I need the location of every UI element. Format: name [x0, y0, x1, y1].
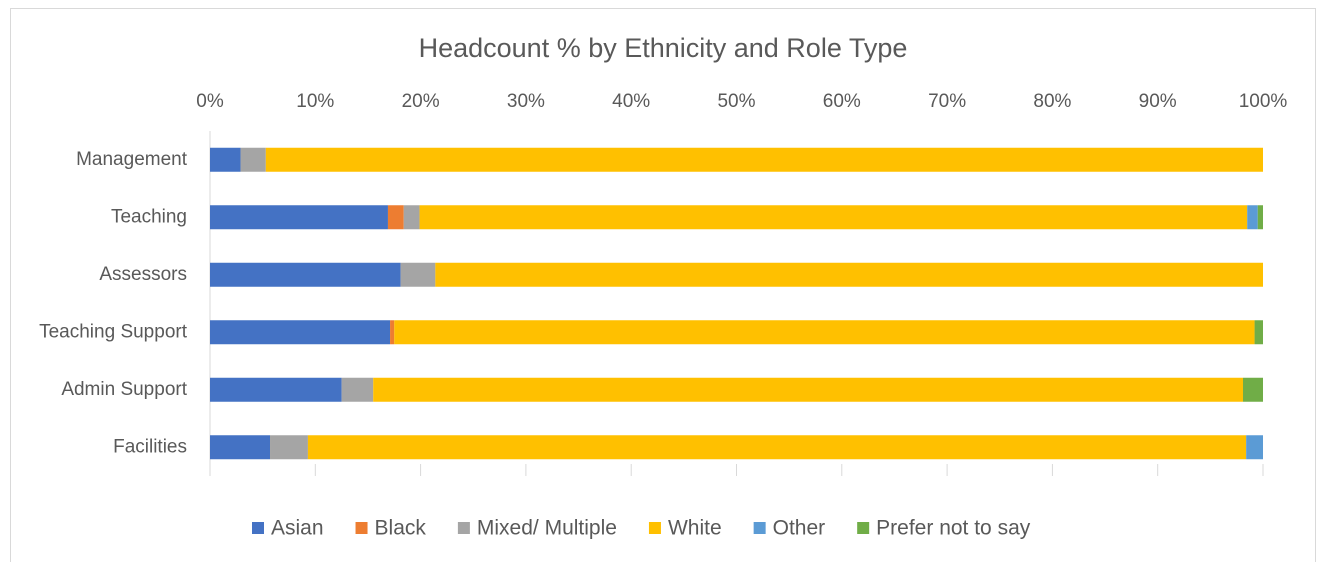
bar-segment	[210, 262, 401, 287]
bar-segment	[1254, 320, 1263, 345]
legend-swatch	[857, 522, 870, 534]
bar-segment	[210, 147, 241, 172]
bar-segment	[373, 377, 1243, 402]
bar-segment	[419, 205, 1248, 230]
bar-segment	[210, 205, 388, 230]
legend-label: Mixed/ Multiple	[477, 517, 617, 540]
legend-swatch	[355, 522, 368, 534]
bar-segment	[400, 262, 436, 287]
legend-swatch	[753, 522, 766, 534]
bar-segment	[1242, 377, 1263, 402]
bar-segment	[390, 320, 395, 345]
bar-segment	[210, 377, 342, 402]
legend-swatch	[648, 522, 661, 534]
bar-segment	[270, 435, 308, 460]
bar-segment	[1257, 205, 1263, 230]
legend-label: Other	[773, 517, 826, 540]
y-tick-label: Teaching	[111, 206, 187, 227]
x-tick-label: 20%	[402, 91, 440, 112]
x-tick-label: 30%	[507, 91, 545, 112]
legend-label: White	[668, 517, 722, 540]
y-tick-label: Assessors	[99, 264, 187, 285]
y-tick-label: Management	[76, 149, 188, 170]
x-tick-label: 40%	[612, 91, 650, 112]
x-tick-label: 60%	[823, 91, 861, 112]
x-tick-label: 80%	[1033, 91, 1071, 112]
legend-swatch	[252, 522, 264, 534]
legend-label: Black	[375, 517, 427, 540]
x-tick-label: 10%	[296, 91, 334, 112]
x-tick-label: 0%	[196, 91, 224, 112]
bar-segment	[403, 205, 420, 230]
bar-segment	[210, 435, 271, 460]
bar-segment	[307, 435, 1247, 460]
bar-segment	[210, 320, 391, 345]
bar-segment	[394, 320, 1255, 345]
x-tick-label: 90%	[1139, 91, 1177, 112]
y-tick-label: Teaching Support	[39, 321, 188, 342]
bar-segment	[1246, 435, 1263, 460]
bar-segment	[341, 377, 374, 402]
y-tick-label: Facilities	[113, 436, 187, 457]
bar-segment	[265, 147, 1264, 172]
bar-segment	[387, 205, 404, 230]
x-tick-label: 70%	[928, 91, 966, 112]
legend-label: Asian	[271, 517, 324, 540]
legend-swatch	[457, 522, 470, 534]
bar-segment	[1247, 205, 1258, 230]
y-tick-label: Admin Support	[61, 379, 187, 400]
legend-label: Prefer not to say	[876, 517, 1031, 540]
bar-segment	[435, 262, 1263, 287]
x-tick-label: 50%	[717, 91, 755, 112]
x-tick-label: 100%	[1239, 91, 1288, 112]
chart-title: Headcount % by Ethnicity and Role Type	[419, 33, 908, 63]
bar-segment	[240, 147, 266, 172]
